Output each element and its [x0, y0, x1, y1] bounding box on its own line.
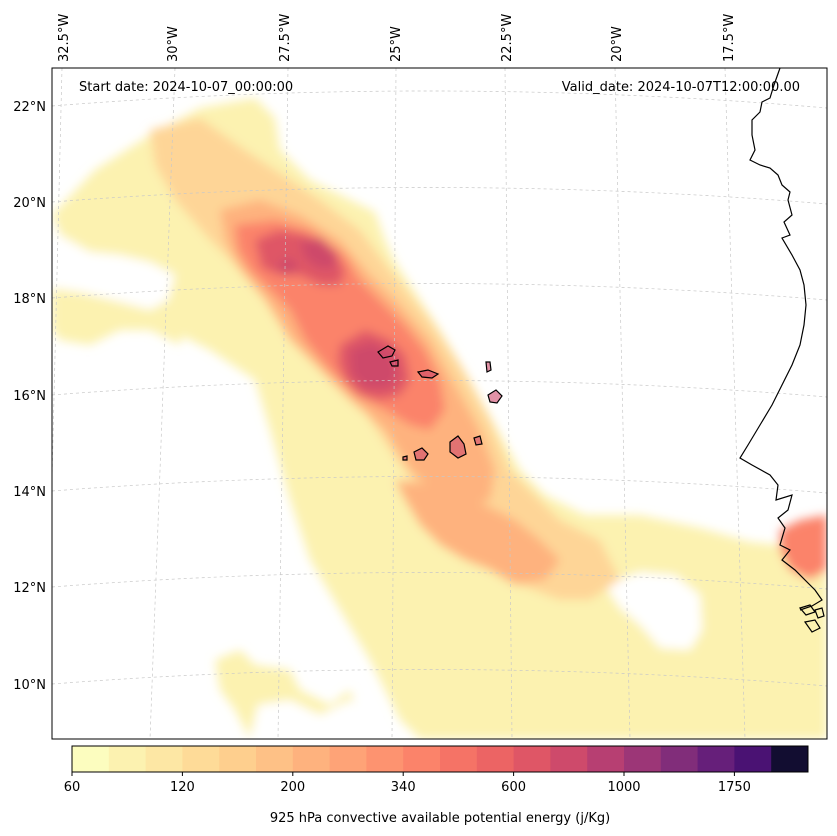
colorbar-cell	[219, 746, 257, 772]
island-group-2	[803, 619, 821, 633]
valid-date-label: Valid_date: 2024-10-07T12:00:00.00	[562, 80, 800, 95]
colorbar-tick-label: 600	[501, 780, 526, 795]
island-santiago	[449, 435, 467, 459]
lat-label: 22°N	[13, 100, 46, 115]
cape-field	[52, 98, 827, 739]
colorbar-cell	[403, 746, 441, 772]
colorbar-cell	[697, 746, 735, 772]
coastlines	[377, 68, 825, 633]
island-sal	[485, 361, 492, 373]
colorbar-cell	[440, 746, 478, 772]
cape-contour-240-south	[395, 480, 560, 585]
colorbar-tick-label: 200	[280, 780, 305, 795]
colorbar-cell	[292, 746, 331, 772]
colorbar-frame	[71, 745, 809, 773]
cape-contour-700	[255, 230, 345, 285]
cape-verde-islands	[377, 345, 503, 461]
colorbar-cell	[366, 746, 404, 772]
meridian-25w	[391, 68, 397, 739]
lon-label: 32.5°W	[57, 14, 72, 62]
colorbar-cell	[624, 746, 662, 772]
meridian-17-5w	[724, 68, 746, 739]
island-sao-nicolau	[416, 369, 440, 379]
lon-label: 22.5°W	[500, 14, 515, 62]
colorbar-cell	[660, 746, 699, 772]
colorbar-cell	[72, 746, 110, 772]
colorbar-tick-label: 1000	[607, 780, 640, 795]
colorbar-cell	[476, 746, 515, 772]
meridian-32-5w	[52, 68, 63, 481]
colorbar-cells	[72, 746, 809, 772]
lon-label: 27.5°W	[278, 14, 293, 62]
lat-label: 18°N	[13, 292, 46, 307]
colorbar-cell	[550, 746, 588, 772]
map-frame	[51, 67, 828, 740]
island-maio	[473, 435, 483, 446]
lat-label: 10°N	[13, 678, 46, 693]
lat-label: 14°N	[13, 485, 46, 500]
colorbar-cell	[182, 746, 220, 772]
colorbar-tick-label: 120	[170, 780, 195, 795]
island-sao-vicente	[389, 359, 399, 367]
colorbar-tick-label: 60	[64, 780, 81, 795]
colorbar-cell	[734, 746, 772, 772]
graticule	[52, 68, 827, 739]
lon-label: 17.5°W	[722, 14, 737, 62]
lon-label: 30°W	[166, 26, 181, 62]
lat-label: 12°N	[13, 581, 46, 596]
colorbar-cell	[587, 746, 625, 772]
island-santo-antao	[377, 345, 396, 359]
colorbar-cell	[145, 746, 183, 772]
start-date-label: Start date: 2024-10-07_00:00:00	[79, 80, 293, 95]
colorbar-cell	[771, 746, 809, 772]
colorbar-tick-label: 340	[391, 780, 416, 795]
meridian-30w	[149, 68, 176, 739]
lon-label: 20°W	[610, 26, 625, 62]
colorbar-title: 925 hPa convective available potential e…	[270, 811, 610, 826]
cape-hole-se	[605, 572, 702, 650]
island-group-3	[814, 607, 825, 619]
lon-label: 25°W	[389, 26, 404, 62]
longitude-labels: 32.5°W 30°W 27.5°W 25°W 22.5°W 20°W 17.5…	[57, 14, 737, 62]
colorbar-cell	[256, 746, 294, 772]
map-plot-area	[52, 68, 827, 739]
cape-contour-1000-sw	[278, 258, 298, 274]
latitude-labels: 22°N 20°N 18°N 16°N 14°N 12°N 10°N	[13, 100, 46, 693]
colorbar-tick-label: 1750	[718, 780, 751, 795]
lat-label: 20°N	[13, 196, 46, 211]
colorbar-cell	[329, 746, 367, 772]
cape-hole-west	[52, 215, 175, 310]
island-fogo	[413, 447, 429, 461]
bijagos-islands	[798, 604, 825, 633]
meridian-27-5w	[277, 68, 289, 739]
meridian-20w	[614, 68, 631, 739]
island-brava	[402, 455, 408, 461]
west-africa-coastline	[739, 68, 823, 611]
colorbar-cell	[108, 746, 147, 772]
cape-hole-south	[250, 700, 380, 739]
meridian-22-5w	[504, 68, 513, 739]
lat-label: 16°N	[13, 389, 46, 404]
colorbar-cell	[513, 746, 551, 772]
island-boa-vista	[487, 389, 503, 404]
cape-contour-1000	[300, 238, 338, 268]
cape-contour-400-east	[780, 515, 827, 580]
colorbar: 60 120 200 340 600 1000 1750 925 hPa convectiv…	[64, 745, 809, 826]
colorbar-ticks: 60 120 200 340 600 1000 1750	[64, 772, 751, 795]
island-group-1	[798, 604, 816, 616]
